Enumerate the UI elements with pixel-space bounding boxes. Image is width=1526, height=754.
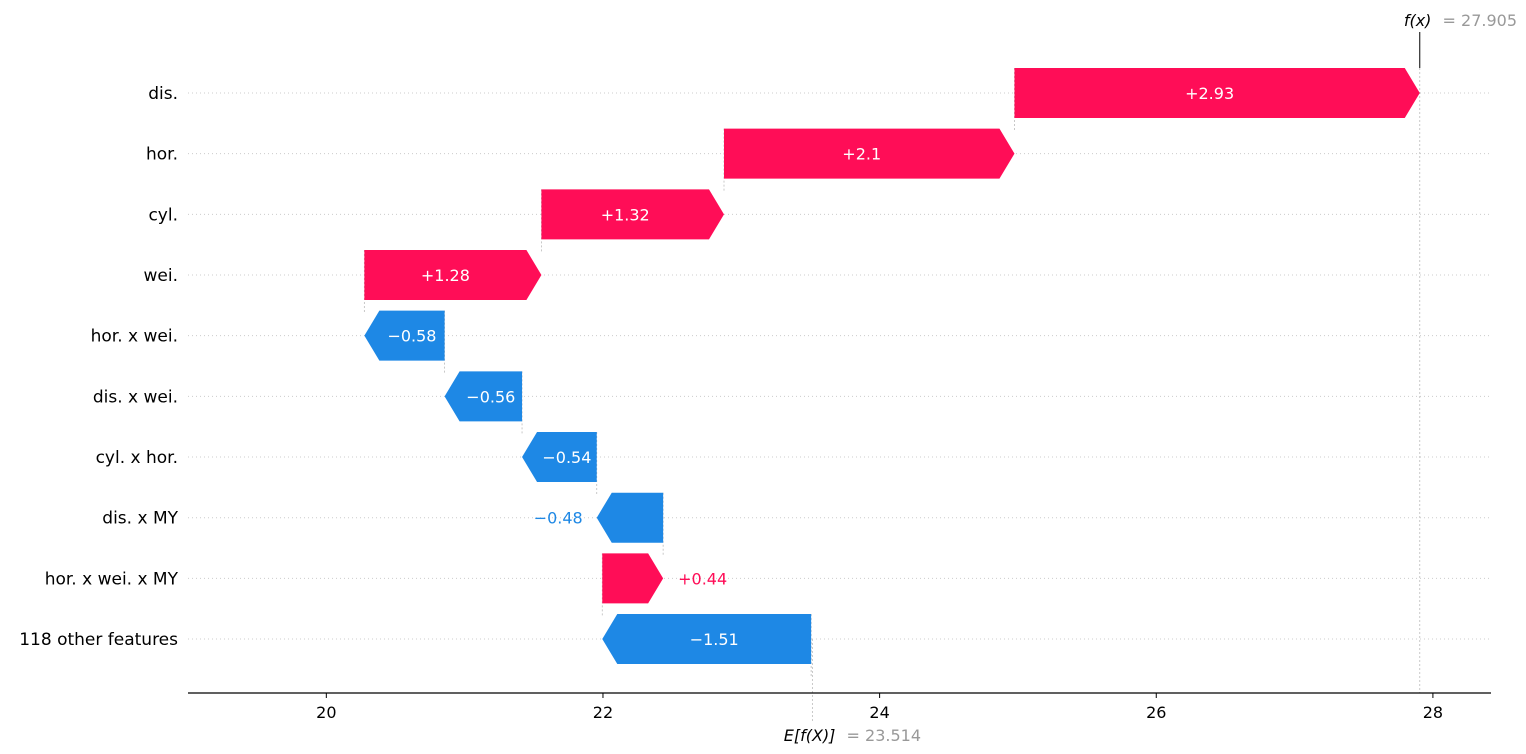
bar-value-label: +0.44 [678,569,727,588]
waterfall-bar [444,371,523,422]
feature-label: hor. x wei. x MY [45,569,179,589]
bar-value-label: −0.56 [466,387,515,406]
bar-value-label: −0.54 [542,448,591,467]
bar-value-label: −0.48 [534,509,583,528]
feature-label: cyl. x hor. [96,448,178,468]
bar-value-label: −0.58 [387,327,436,346]
base-value-text: = 23.514 [847,726,921,745]
labels-layer: dis. +2.93 hor. +2.1 cyl. +1.32 wei. +1.28 hor. … [19,84,1234,650]
waterfall-bar [602,553,664,604]
feature-label: dis. x wei. [93,387,178,407]
feature-label: dis. [148,84,178,104]
output-value-annotation: f(x) = 27.905 [1404,11,1517,30]
x-tick-label: 22 [593,703,613,722]
feature-label: 118 other features [19,630,178,650]
feature-label: dis. x MY [102,509,178,529]
bar-value-label: +1.32 [601,205,650,224]
waterfall-bar [1014,68,1420,118]
waterfall-bar [724,128,1015,179]
bar-value-label: +1.28 [421,266,470,285]
waterfall-bar [522,432,597,483]
feature-label: hor. x wei. [91,327,178,347]
waterfall-bar [596,492,664,543]
connector-lines [363,32,1421,723]
waterfall-bar [364,310,445,361]
feature-label: hor. [146,145,178,165]
feature-label: wei. [144,266,179,286]
waterfall-bar [602,614,812,665]
x-tick-label: 28 [1423,703,1443,722]
feature-label: cyl. [148,205,178,225]
x-axis: 20 22 24 26 28 [188,692,1491,722]
waterfall-bar [364,250,542,301]
bar-value-label: +2.1 [842,145,881,164]
bars-layer [364,68,1420,665]
output-value-label: f(x) [1404,11,1432,30]
x-tick-label: 26 [1146,703,1166,722]
output-value-text: = 27.905 [1443,11,1517,30]
bar-value-label: +2.93 [1185,84,1234,103]
base-value-label: E[f(X)] [784,726,836,745]
x-tick-label: 20 [316,703,336,722]
x-tick-label: 24 [869,703,889,722]
bar-value-label: −1.51 [690,630,739,649]
waterfall-bar [541,189,725,240]
base-value-annotation: E[f(X)] = 23.514 [784,726,921,745]
